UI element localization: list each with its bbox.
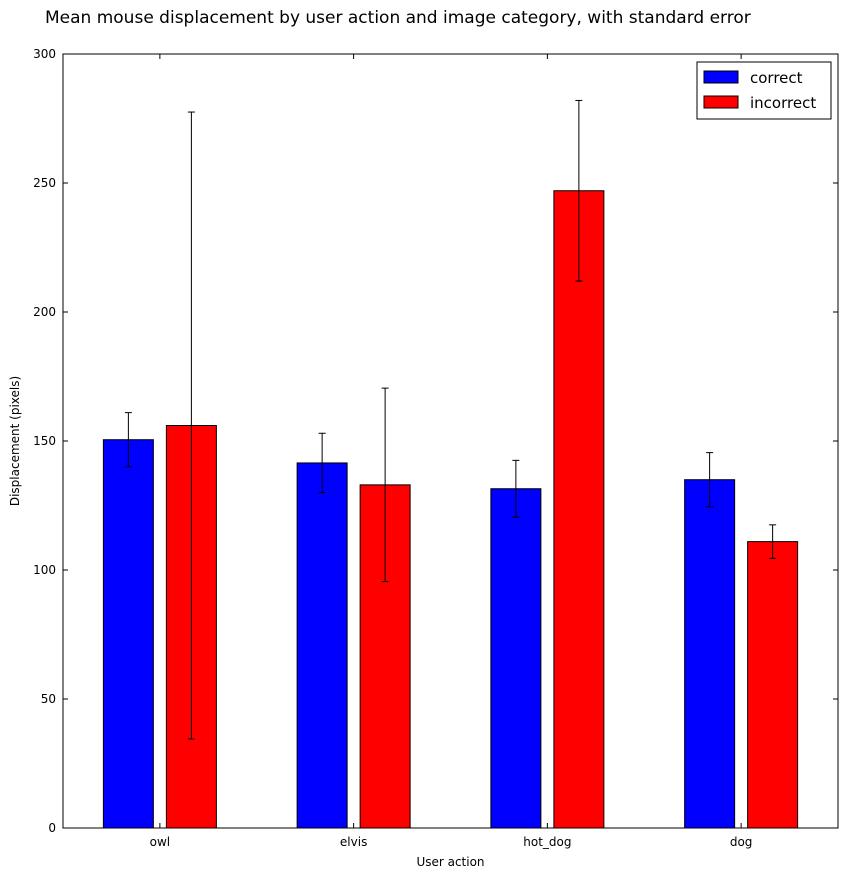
x-tick-labels: owl elvis hot_dog dog: [150, 835, 753, 849]
y-tick-label: 300: [33, 47, 56, 61]
y-tick-labels: 0 50 100 150 200 250 300: [33, 47, 56, 835]
x-tick-label-elvis: elvis: [340, 835, 367, 849]
legend-label-incorrect: incorrect: [750, 94, 816, 112]
y-tick-label: 0: [48, 821, 56, 835]
bars-layer: [102, 190, 799, 829]
legend-swatch-incorrect: [703, 95, 739, 109]
y-tick-label: 100: [33, 563, 56, 577]
bar-correct-owl: [102, 439, 154, 829]
x-tick-label-owl: owl: [150, 835, 171, 849]
bar-correct-dog: [684, 479, 736, 829]
legend: correct incorrect: [696, 61, 832, 120]
legend-swatch-correct: [703, 70, 739, 84]
bar-incorrect-dog: [747, 541, 799, 829]
y-axis-label: Displacement (pixels): [8, 376, 22, 506]
x-axis-label: User action: [416, 855, 484, 869]
y-tick-label: 50: [41, 692, 56, 706]
bar-correct-hot_dog: [490, 488, 542, 829]
y-tick-label: 250: [33, 176, 56, 190]
bar-correct-elvis: [296, 462, 348, 829]
legend-label-correct: correct: [750, 69, 803, 87]
bar-incorrect-hot_dog: [553, 190, 605, 829]
y-tick-label: 200: [33, 305, 56, 319]
ticks-layer: [63, 53, 838, 829]
x-tick-label-hot_dog: hot_dog: [523, 835, 571, 849]
chart-title: Mean mouse displacement by user action a…: [45, 8, 751, 28]
x-tick-label-dog: dog: [730, 835, 753, 849]
y-tick-label: 150: [33, 434, 56, 448]
errorbars-layer: [124, 99, 777, 740]
